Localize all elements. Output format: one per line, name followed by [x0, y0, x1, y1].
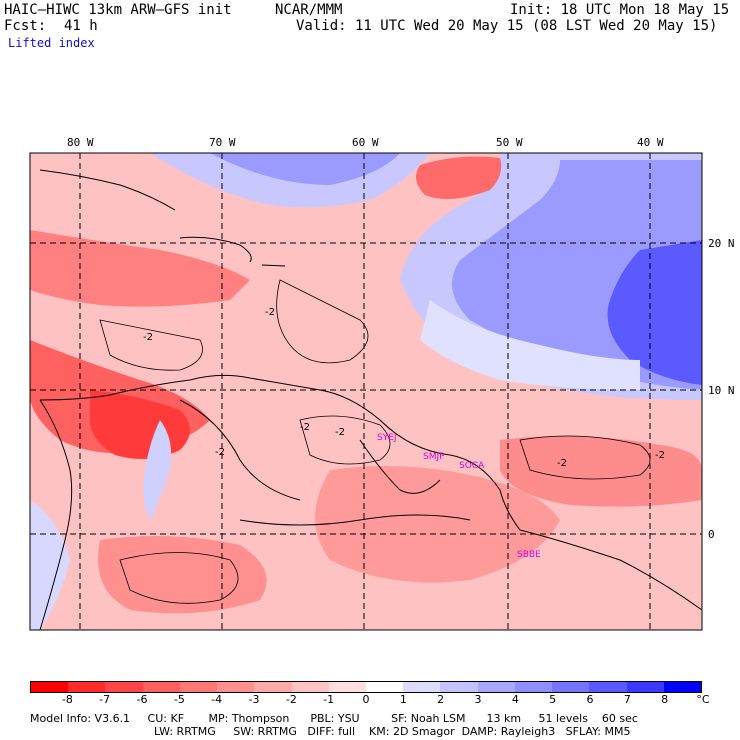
colorbar-swatch	[291, 682, 329, 692]
lon-label-80w: 80 W	[67, 136, 94, 149]
unstable-region-north-atlantic	[416, 156, 502, 199]
unstable-region-brazil	[315, 466, 560, 583]
colorbar-swatch	[68, 682, 106, 692]
contour-line	[519, 435, 651, 480]
neutral-region-andes	[143, 420, 172, 520]
contour-label: -2	[143, 332, 153, 343]
colorbar-swatch	[105, 682, 143, 692]
contour-label: -2	[215, 447, 225, 458]
border-brazil	[239, 514, 471, 526]
colorbar-tick-label: 2	[437, 693, 445, 706]
colorbar-swatch	[217, 682, 255, 692]
colorbar-swatch	[31, 682, 69, 692]
colorbar-tick-label: -1	[323, 693, 335, 706]
colorbar-tick-label: 0	[362, 693, 370, 706]
colorbar-tick-label: -2	[285, 693, 297, 706]
coastline-south-america-north	[39, 374, 703, 611]
colorbar-swatch	[663, 682, 701, 692]
coastlines	[39, 169, 703, 631]
org-label: NCAR/MMM	[275, 2, 343, 18]
stable-region-northwest-core	[210, 153, 400, 185]
contour-line	[276, 279, 369, 364]
station-label-syej: SYEJ	[377, 433, 397, 443]
colorbar-unit: °C	[696, 693, 710, 706]
colorbar-swatch	[328, 682, 366, 692]
colorbar-tick-label: -5	[173, 693, 185, 706]
lon-label-50w: 50 W	[496, 136, 523, 149]
colorbar-swatch	[626, 682, 664, 692]
colorbar-tick-label: 5	[549, 693, 557, 706]
colorbar-tick-label: 3	[474, 693, 482, 706]
lat-label-20n: 20 N	[708, 237, 735, 250]
contour-line	[119, 552, 239, 604]
station-label-sbbe: SBBE	[517, 550, 541, 560]
colorbar-swatch	[179, 682, 218, 692]
coastline-pacific	[39, 399, 73, 631]
stable-region-atlantic-core	[607, 240, 702, 385]
colorbar-swatch	[589, 682, 627, 692]
colorbar-tick-label: 4	[511, 693, 519, 706]
colorbar-swatch	[254, 682, 292, 692]
colorbar-swatch	[142, 682, 180, 692]
colorbar-tick-label: -6	[136, 693, 148, 706]
contour-label: -2	[335, 427, 345, 438]
init-time: Init: 18 UTC Mon 18 May 15	[510, 2, 730, 18]
model-info-line2: LW: RRTMG SW: RRTMG DIFF: full KM: 2D Sm…	[154, 725, 631, 738]
colorbar-swatch	[514, 682, 553, 692]
lat-label-0: 0	[708, 528, 715, 541]
colorbar-tick-label: -8	[61, 693, 73, 706]
lon-label-40w: 40 W	[637, 136, 664, 149]
colorbar-swatch	[440, 682, 478, 692]
contour-label: -2	[265, 307, 275, 318]
border-venezuela	[179, 399, 301, 501]
colorbar-swatch	[477, 682, 515, 692]
station-label-soca: SOCA	[459, 461, 485, 471]
coastline-puerto-rico	[261, 264, 286, 267]
border-guianas	[359, 439, 441, 494]
lifted-index-contours	[99, 279, 651, 604]
lon-label-70w: 70 W	[209, 136, 236, 149]
forecast-label: Fcst:	[4, 18, 47, 34]
stable-region-tropical-ext	[420, 300, 640, 390]
colorbar-tick-label: 7	[623, 693, 631, 706]
contour-line	[299, 415, 391, 465]
colorbar-swatch	[403, 682, 441, 692]
colorbar-tick-label: -3	[248, 693, 260, 706]
field-name: Lifted index	[8, 36, 95, 50]
contour-label: -2	[655, 450, 665, 461]
lat-label-10n: 10 N	[708, 384, 735, 397]
contour-label: -2	[300, 422, 310, 433]
colorbar-tick-label: 6	[586, 693, 594, 706]
colorbar	[30, 681, 702, 693]
graticule	[30, 153, 702, 630]
contour-label: -2	[557, 458, 567, 469]
map-field	[30, 153, 702, 630]
coastline-cuba	[39, 169, 176, 211]
contour-line	[99, 319, 203, 371]
unstable-region-east	[500, 436, 702, 507]
colorbar-swatch	[365, 682, 404, 692]
valid-time: Valid: 11 UTC Wed 20 May 15 (08 LST Wed …	[296, 18, 718, 34]
neutral-region-eastern-pacific	[30, 500, 70, 630]
colorbar-tick-label: 1	[399, 693, 407, 706]
model-info-line1: Model Info: V3.6.1 CU: KF MP: Thompson P…	[30, 712, 638, 725]
model-title: HAIC–HIWC 13km ARW–GFS init	[4, 2, 232, 18]
coastline-hispaniola	[179, 236, 252, 263]
colorbar-tick-label: -7	[99, 693, 111, 706]
unstable-region-amazon	[98, 536, 267, 614]
map-frame	[29, 152, 703, 631]
unstable-region-caribbean	[30, 230, 250, 307]
lon-label-60w: 60 W	[352, 136, 379, 149]
station-label-smjp: SMJP	[423, 452, 445, 462]
colorbar-tick-label: -4	[211, 693, 223, 706]
colorbar-swatch	[552, 682, 590, 692]
forecast-hour: 41 h	[64, 18, 98, 34]
colorbar-tick-label: 8	[661, 693, 669, 706]
